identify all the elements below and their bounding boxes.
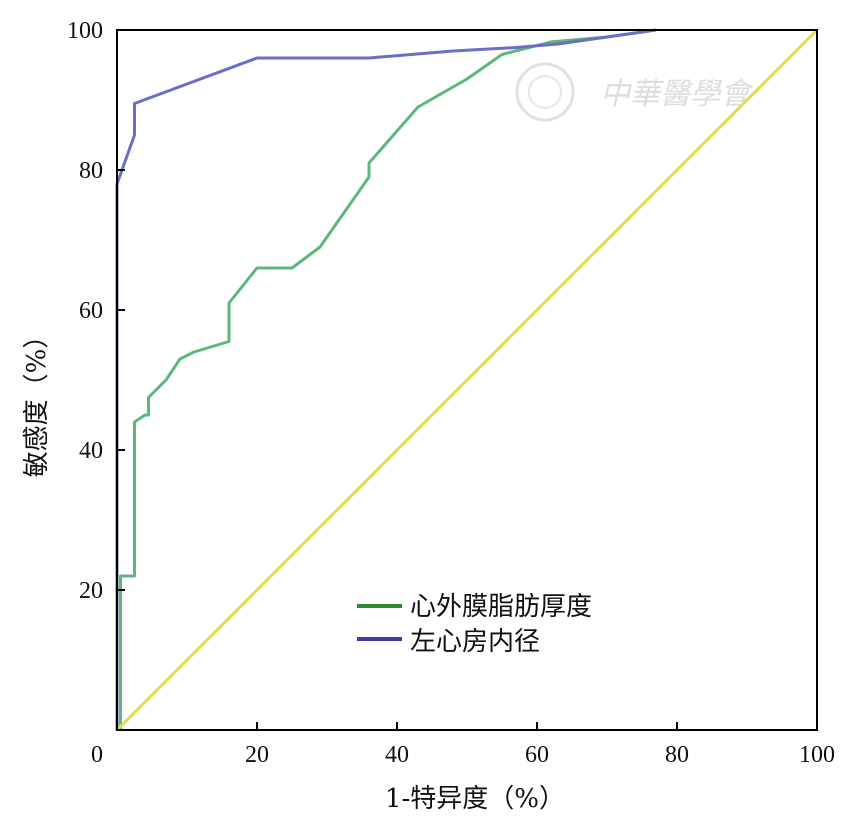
x-tick-label: 20 (245, 742, 269, 768)
x-tick-label: 0 (91, 742, 103, 768)
legend-label-left-atrium: 左心房内径 (410, 627, 540, 657)
axis-ticks (116, 29, 818, 730)
y-tick-label: 40 (79, 438, 103, 464)
reference-diagonal-line (115, 28, 819, 732)
watermark-seal-inner (528, 75, 562, 109)
x-tick-label: 100 (799, 742, 835, 768)
series-line-left-atrium (115, 28, 657, 730)
legend-label-epicardial-fat: 心外膜脂肪厚度 (410, 592, 592, 622)
series-line-epicardial-fat (119, 28, 657, 730)
y-tick-label: 80 (79, 158, 103, 184)
series-lines (115, 28, 819, 732)
watermark-seal-icon (515, 62, 575, 122)
y-tick-label: 20 (79, 578, 103, 604)
axis-tick-labels: 0 20 40 60 80 100 20 40 60 80 100 (67, 18, 835, 768)
x-axis-title: 1-特异度（%） (385, 784, 565, 814)
legend: 心外膜脂肪厚度 左心房内径 (357, 592, 592, 657)
x-tick-label: 40 (385, 742, 409, 768)
y-axis-title: 敏感度（%） (22, 323, 52, 478)
x-tick-label: 80 (665, 742, 689, 768)
watermark: 中華醫學會 (515, 62, 754, 122)
watermark-text: 中華醫學會 (600, 77, 754, 112)
y-tick-label: 60 (79, 298, 103, 324)
x-tick-label: 60 (525, 742, 549, 768)
plot-area-frame (116, 29, 818, 731)
y-tick-label: 100 (67, 18, 103, 44)
